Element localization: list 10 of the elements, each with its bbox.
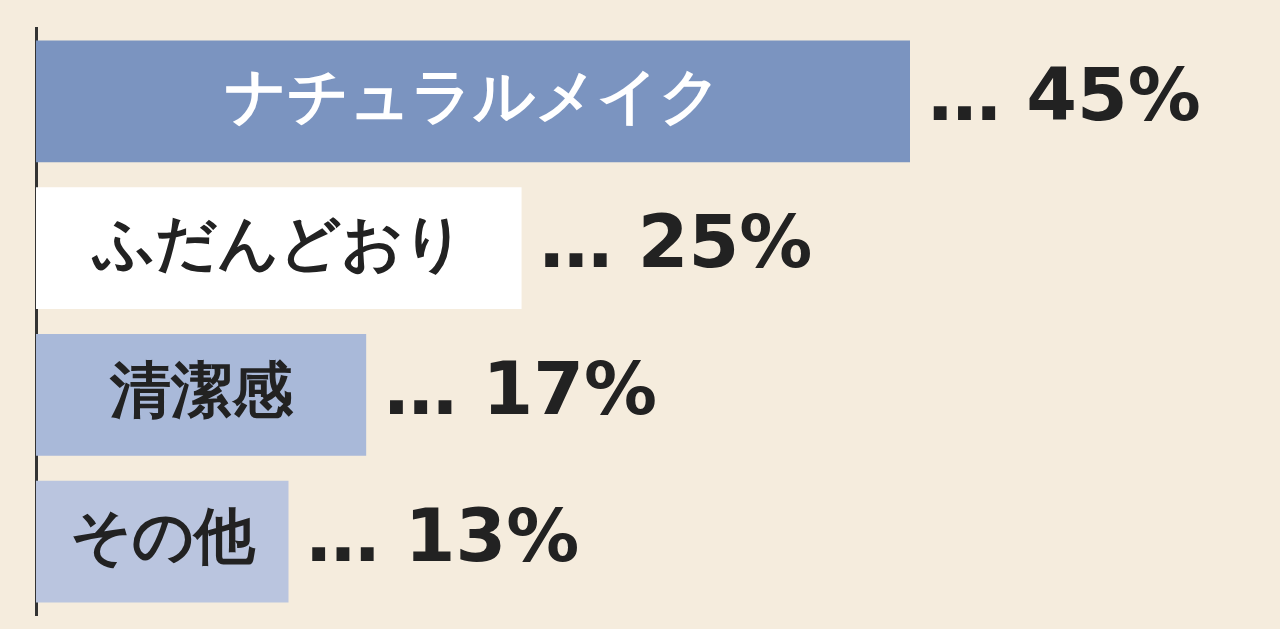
y-tick-label: 清潔感 [108, 354, 294, 425]
y-tick-label: その他 [69, 501, 256, 572]
data-label: … 13% [306, 492, 580, 578]
data-label: … 17% [384, 345, 657, 431]
y-tick-label: ふだんどおり [90, 207, 465, 278]
data-label: … 45% [928, 52, 1201, 138]
data-label: … 25% [539, 199, 813, 285]
bar [36, 40, 910, 163]
bar [36, 187, 522, 309]
y-tick-label: ナチュラルメイク [225, 61, 721, 132]
